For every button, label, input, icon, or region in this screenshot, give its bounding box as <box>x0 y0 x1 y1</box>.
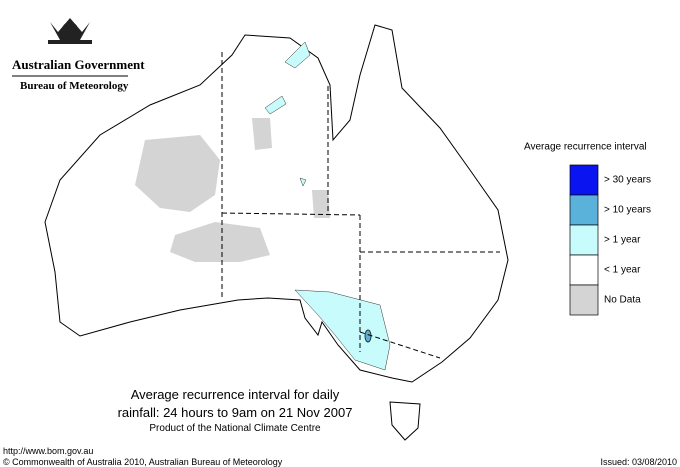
no-data-areas <box>135 118 330 262</box>
legend-swatch <box>569 224 599 256</box>
state-borders <box>221 52 500 359</box>
australia-outline <box>44 24 509 383</box>
legend-swatch <box>569 164 599 196</box>
coat-of-arms <box>48 18 92 44</box>
copyright: © Commonwealth of Australia 2010, Austra… <box>3 457 283 467</box>
legend-label: > 10 years <box>604 205 651 216</box>
legend-swatch <box>569 284 599 316</box>
rain-area-heavy <box>364 329 372 343</box>
map-title: Average recurrence interval for daily <box>130 387 340 402</box>
government-name: Australian Government <box>12 57 145 72</box>
legend-label: > 30 years <box>604 175 651 186</box>
legend-label: No Data <box>604 295 641 306</box>
legend-label: > 1 year <box>604 235 641 246</box>
rain-areas <box>264 41 391 371</box>
legend-swatch <box>569 194 599 226</box>
legend-label: < 1 year <box>604 265 641 276</box>
tasmania <box>389 401 421 441</box>
url[interactable]: http://www.bom.gov.au <box>3 446 94 456</box>
legend-swatch <box>569 254 599 286</box>
issued-date: Issued: 03/08/2010 <box>600 457 677 467</box>
map-subtitle: Product of the National Climate Centre <box>149 423 321 434</box>
agency-name: Bureau of Meteorology <box>20 80 129 92</box>
map-title: rainfall: 24 hours to 9am on 21 Nov 2007 <box>117 405 353 420</box>
legend: Average recurrence interval > 30 years > 1… <box>524 142 651 316</box>
legend-title: Average recurrence interval <box>524 142 647 153</box>
